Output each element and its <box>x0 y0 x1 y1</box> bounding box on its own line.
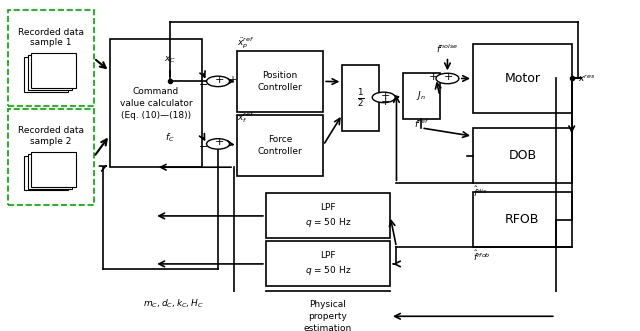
Circle shape <box>207 76 230 87</box>
FancyBboxPatch shape <box>237 51 323 112</box>
Text: Recorded data
sample 1: Recorded data sample 1 <box>18 27 84 47</box>
Text: $\hat{f}^{dis}$: $\hat{f}^{dis}$ <box>473 185 487 199</box>
Circle shape <box>372 92 395 103</box>
Text: +: + <box>214 75 224 85</box>
FancyBboxPatch shape <box>31 152 76 187</box>
Text: $\ddot{x}_p^{ref}$: $\ddot{x}_p^{ref}$ <box>237 36 254 51</box>
Text: Force
Controller: Force Controller <box>258 135 303 156</box>
FancyBboxPatch shape <box>28 154 72 189</box>
FancyBboxPatch shape <box>24 57 68 92</box>
Text: RFOB: RFOB <box>505 213 540 226</box>
Text: Position
Controller: Position Controller <box>258 71 303 92</box>
FancyBboxPatch shape <box>342 66 380 131</box>
Text: $f^{ref}$: $f^{ref}$ <box>414 118 429 130</box>
FancyBboxPatch shape <box>473 44 572 114</box>
Text: DOB: DOB <box>508 149 536 162</box>
Text: −: − <box>199 80 209 90</box>
FancyBboxPatch shape <box>266 291 390 331</box>
Text: +: + <box>429 72 438 82</box>
Text: $\hat{f}^{rfob}$: $\hat{f}^{rfob}$ <box>473 249 491 263</box>
FancyBboxPatch shape <box>473 192 572 247</box>
Text: +: + <box>380 97 390 107</box>
FancyBboxPatch shape <box>24 156 68 190</box>
Text: $J_n$: $J_n$ <box>417 89 426 102</box>
FancyBboxPatch shape <box>266 193 390 238</box>
Text: $\frac{1}{2}$: $\frac{1}{2}$ <box>357 87 365 109</box>
Text: Command
value calculator
(Eq. (10)—(18)): Command value calculator (Eq. (10)—(18)) <box>120 87 192 119</box>
Text: −: − <box>199 142 209 152</box>
Text: +: + <box>380 91 390 101</box>
Text: $m_C, d_C, k_C, H_C$: $m_C, d_C, k_C, H_C$ <box>143 298 204 310</box>
FancyBboxPatch shape <box>109 39 202 167</box>
Text: +: + <box>444 72 453 82</box>
Text: $\ddot{x}_f^{ref}$: $\ddot{x}_f^{ref}$ <box>237 110 254 125</box>
FancyBboxPatch shape <box>266 241 390 286</box>
FancyBboxPatch shape <box>8 109 94 205</box>
FancyBboxPatch shape <box>28 55 72 90</box>
Text: $x^{res}$: $x^{res}$ <box>578 72 596 84</box>
FancyBboxPatch shape <box>237 115 323 176</box>
Text: Physical
property
estimation: Physical property estimation <box>304 300 352 331</box>
Text: +: + <box>214 137 224 148</box>
Text: +: + <box>228 75 236 85</box>
Text: Motor: Motor <box>504 72 540 85</box>
Circle shape <box>436 73 459 84</box>
Text: Recorded data
sample 2: Recorded data sample 2 <box>18 126 84 146</box>
Text: $f_C$: $f_C$ <box>165 131 175 144</box>
FancyBboxPatch shape <box>403 73 440 119</box>
FancyBboxPatch shape <box>8 10 94 106</box>
Text: LPF
$q$ = 50 Hz: LPF $q$ = 50 Hz <box>305 203 351 229</box>
Text: $x_C$: $x_C$ <box>164 55 175 66</box>
FancyBboxPatch shape <box>473 128 572 183</box>
FancyBboxPatch shape <box>31 53 76 88</box>
Text: LPF
$q$ = 50 Hz: LPF $q$ = 50 Hz <box>305 251 351 277</box>
Circle shape <box>207 139 230 149</box>
Text: $f^{noise}$: $f^{noise}$ <box>436 43 459 55</box>
